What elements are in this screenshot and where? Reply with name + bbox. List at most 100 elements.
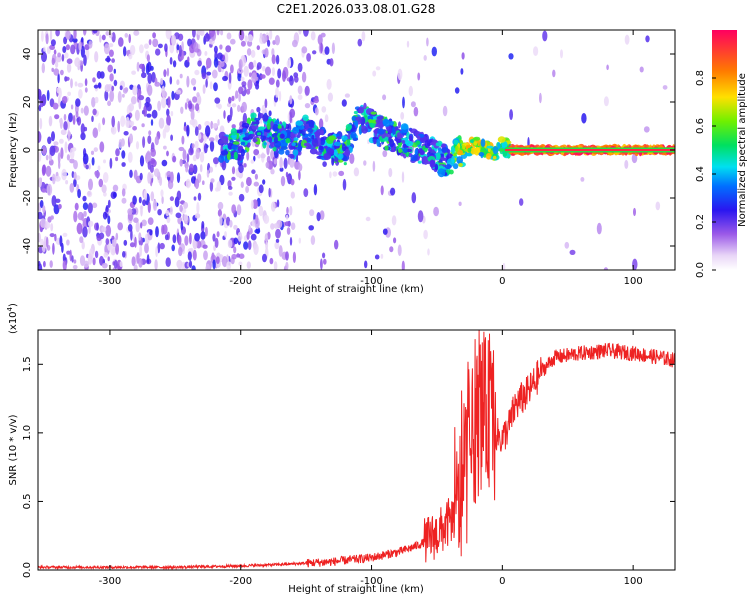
signal-speckle	[469, 139, 474, 144]
noise-speckle	[256, 45, 260, 51]
noise-speckle	[110, 126, 117, 135]
noise-speckle	[92, 108, 97, 116]
noise-speckle	[57, 52, 61, 58]
noise-speckle	[152, 38, 159, 48]
noise-speckle	[154, 136, 159, 146]
noise-speckle	[101, 34, 106, 41]
noise-speckle	[313, 184, 318, 196]
signal-speckle	[279, 139, 288, 148]
noise-speckle	[160, 78, 164, 86]
noise-speckle	[53, 141, 59, 146]
noise-speckle	[119, 261, 123, 268]
signal-speckle	[272, 123, 279, 132]
noise-speckle	[183, 201, 189, 209]
noise-speckle	[382, 150, 388, 158]
noise-speckle	[82, 202, 89, 210]
signal-speckle	[458, 162, 463, 167]
noise-speckle	[140, 222, 143, 229]
signal-speckle	[470, 147, 477, 155]
noise-speckle	[204, 51, 208, 56]
noise-speckle	[633, 207, 636, 217]
signal-speckle	[384, 145, 389, 151]
signal-speckle	[486, 145, 494, 149]
signal-speckle	[429, 159, 436, 168]
noise-speckle	[197, 60, 202, 67]
noise-speckle	[331, 42, 335, 55]
noise-speckle	[205, 57, 212, 69]
noise-speckle	[250, 49, 256, 58]
noise-speckle	[247, 79, 253, 90]
noise-speckle	[289, 111, 293, 124]
noise-speckle	[157, 209, 162, 216]
noise-speckle	[169, 206, 173, 215]
noise-speckle	[262, 179, 266, 185]
signal-speckle	[492, 146, 499, 155]
signal-speckle	[297, 143, 303, 153]
signal-speckle	[417, 160, 422, 164]
noise-speckle	[92, 77, 96, 83]
noise-speckle	[213, 57, 219, 68]
signal-speckle	[268, 136, 273, 143]
noise-speckle	[224, 231, 227, 238]
signal-speckle	[447, 149, 451, 154]
noise-speckle	[41, 31, 44, 42]
noise-speckle	[411, 192, 417, 204]
noise-speckle	[231, 176, 236, 181]
noise-speckle	[64, 52, 69, 59]
noise-speckle	[213, 157, 219, 165]
noise-speckle	[310, 31, 316, 41]
noise-speckle	[410, 101, 416, 108]
noise-speckle	[69, 158, 75, 164]
noise-speckle	[165, 30, 172, 40]
noise-speckle	[104, 89, 109, 101]
noise-speckle	[216, 103, 219, 108]
noise-speckle	[101, 226, 107, 233]
noise-speckle	[226, 32, 232, 40]
noise-speckle	[163, 69, 167, 78]
noise-speckle	[253, 149, 260, 156]
y-tick-label: -20	[22, 190, 33, 206]
colorbar-tick-label: 0.2	[695, 214, 706, 230]
noise-speckle	[186, 124, 190, 137]
noise-speckle	[157, 242, 161, 254]
noise-speckle	[129, 169, 133, 178]
noise-speckle	[204, 33, 210, 42]
noise-speckle	[196, 92, 200, 98]
noise-speckle	[83, 54, 87, 67]
noise-speckle	[372, 70, 377, 77]
noise-speckle	[258, 184, 264, 194]
noise-speckle	[508, 53, 514, 60]
noise-speckle	[390, 187, 396, 196]
noise-speckle	[248, 61, 254, 70]
noise-speckle	[49, 260, 53, 268]
noise-speckle	[533, 46, 539, 56]
noise-speckle	[393, 237, 397, 244]
noise-speckle	[171, 90, 175, 101]
noise-speckle	[44, 221, 51, 229]
noise-speckle	[195, 94, 202, 106]
noise-speckle	[169, 57, 173, 65]
noise-speckle	[322, 161, 327, 168]
noise-speckle	[43, 260, 46, 268]
noise-speckle	[78, 89, 83, 99]
noise-speckle	[73, 259, 77, 264]
noise-speckle	[78, 41, 82, 51]
noise-speckle	[292, 39, 298, 48]
signal-speckle	[251, 121, 256, 125]
noise-speckle	[115, 232, 119, 241]
noise-speckle	[197, 124, 202, 131]
noise-speckle	[50, 215, 54, 220]
noise-speckle	[298, 237, 301, 244]
noise-speckle	[265, 241, 269, 250]
noise-speckle	[569, 249, 576, 255]
noise-speckle	[643, 126, 650, 133]
noise-speckle	[131, 208, 137, 215]
noise-speckle	[73, 171, 77, 180]
noise-speckle	[81, 37, 84, 43]
signal-speckle	[435, 142, 442, 147]
noise-speckle	[603, 267, 608, 270]
noise-speckle	[250, 159, 254, 164]
signal-speckle	[451, 146, 455, 155]
noise-speckle	[374, 254, 380, 260]
noise-speckle	[237, 104, 241, 112]
